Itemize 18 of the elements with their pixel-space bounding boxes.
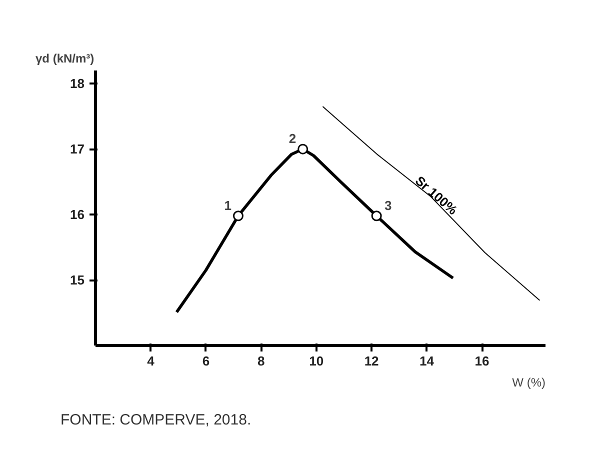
y-tick-label: 16 — [70, 207, 85, 222]
y-tick-label: 18 — [70, 76, 85, 92]
line-series — [322, 106, 540, 301]
x-tick-label: 12 — [364, 354, 379, 368]
y-axis-title: γd (kN/m³) — [36, 52, 94, 66]
x-tick-label: 8 — [258, 354, 265, 368]
annotation: 1 — [224, 198, 232, 213]
x-tick-label: 14 — [420, 354, 435, 368]
x-tick-label: 4 — [147, 354, 156, 368]
annotation: 2 — [288, 131, 296, 146]
source-note: FONTE: COMPERVE, 2018. — [60, 412, 252, 428]
x-tick-label: 16 — [474, 354, 490, 368]
y-tick-label: 17 — [70, 142, 85, 157]
annotation: 3 — [384, 198, 392, 213]
x-axis-title: W (%) — [512, 376, 546, 390]
x-tick-label: 10 — [309, 354, 324, 368]
y-tick-label: 15 — [70, 272, 85, 288]
x-tick-label: 6 — [202, 354, 210, 368]
